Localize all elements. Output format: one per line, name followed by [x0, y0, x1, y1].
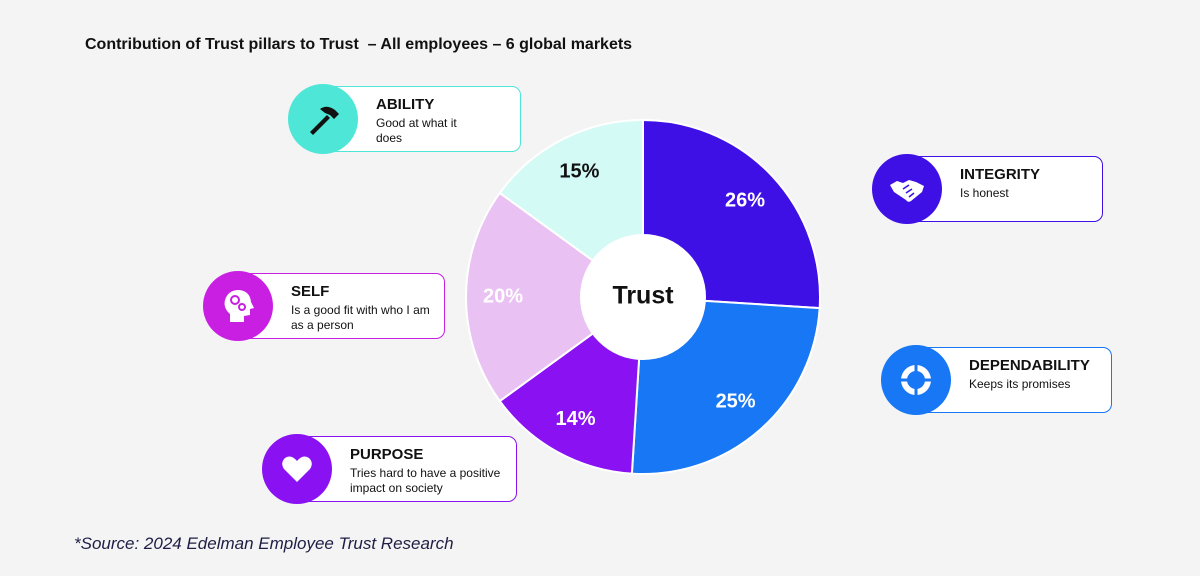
callout-desc: Is a good fit with who I am as a person	[291, 303, 430, 332]
callout: ABILITY Good at what it does	[288, 84, 521, 154]
icon	[881, 345, 951, 415]
source-note: *Source: 2024 Edelman Employee Trust Res…	[74, 534, 454, 553]
icon	[203, 271, 273, 341]
chart-title: Contribution of Trust pillars to Trust –…	[85, 36, 633, 53]
callout: INTEGRITY Is honest	[872, 154, 1103, 224]
callout: DEPENDABILITY Keeps its promises	[881, 345, 1112, 415]
icon	[288, 84, 358, 154]
callout-title: INTEGRITY	[960, 166, 1041, 183]
callout-desc: Is honest	[960, 186, 1009, 200]
callout-title: DEPENDABILITY	[969, 357, 1090, 374]
callout-desc: Tries hard to have a positive impact on …	[350, 466, 501, 495]
callout: SELF Is a good fit with who I am as a pe…	[203, 271, 445, 341]
callout-desc: Good at what it does	[376, 116, 457, 145]
slice-label: 25%	[716, 390, 756, 412]
center-label: Trust	[612, 282, 674, 310]
slice-label: 20%	[483, 285, 523, 307]
callout-box	[297, 436, 517, 502]
callout: PURPOSE Tries hard to have a positive im…	[262, 434, 517, 504]
callout-desc: Keeps its promises	[969, 377, 1071, 391]
slice-label: 14%	[556, 408, 596, 430]
slice	[465, 191, 645, 403]
callout-title: SELF	[291, 283, 330, 300]
icon	[262, 434, 332, 504]
icon	[872, 154, 942, 224]
slice-label: 26%	[725, 189, 765, 211]
callout-title: ABILITY	[376, 96, 435, 113]
callout-title: PURPOSE	[350, 446, 424, 463]
center-hole	[580, 234, 706, 360]
slice-label: 15%	[559, 161, 599, 183]
